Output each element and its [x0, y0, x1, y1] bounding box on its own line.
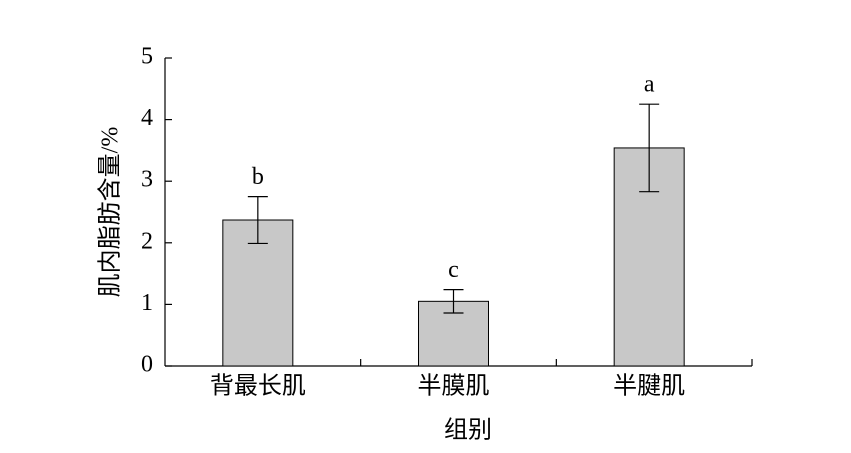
- significance-label: c: [448, 257, 459, 283]
- y-tick-label: 0: [141, 352, 153, 378]
- y-axis-label: 肌内脂肪含量/%: [97, 127, 124, 298]
- x-tick-label: 半膜肌: [418, 373, 490, 400]
- x-tick-label: 背最长肌: [210, 373, 306, 400]
- x-axis-label: 组别: [444, 417, 492, 444]
- significance-label: b: [252, 164, 264, 190]
- y-tick-label: 5: [141, 44, 153, 70]
- y-tick-label: 4: [141, 105, 153, 131]
- bar: [222, 219, 294, 367]
- x-tick-label: 半腱肌: [613, 373, 685, 400]
- significance-label: a: [644, 72, 655, 98]
- y-tick-label: 2: [141, 228, 153, 254]
- y-tick-label: 3: [141, 167, 153, 193]
- y-tick-label: 1: [141, 290, 153, 316]
